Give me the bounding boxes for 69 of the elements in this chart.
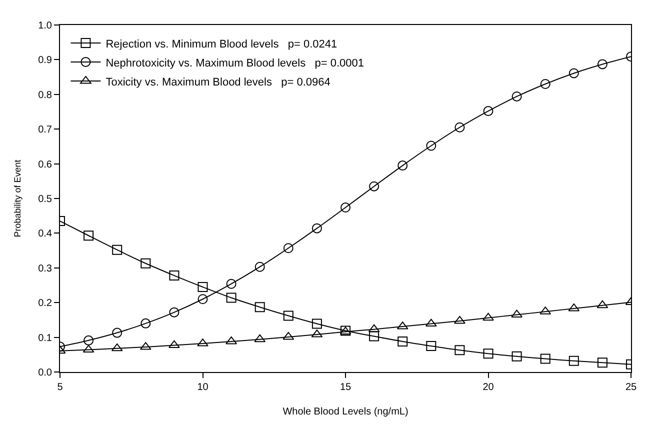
- point: [512, 91, 522, 102]
- point: [568, 68, 579, 78]
- x-tick-label: 5: [57, 382, 64, 393]
- point: [512, 351, 522, 362]
- point: [369, 331, 380, 342]
- point: [82, 344, 94, 353]
- point: [340, 202, 350, 213]
- y-tick-label: 0.1: [38, 332, 52, 344]
- y-tick-label: 0.9: [38, 55, 52, 66]
- point: [312, 223, 322, 234]
- point: [283, 310, 294, 321]
- y-tick-label: 0.8: [38, 90, 52, 101]
- x-axis-title: Whole Blood Levels (ng/mL): [282, 406, 408, 418]
- point: [84, 335, 94, 346]
- point: [282, 332, 294, 340]
- point: [398, 160, 408, 171]
- y-tick-label: 0.5: [38, 194, 52, 205]
- y-tick-label: 0.3: [38, 263, 52, 274]
- point: [597, 358, 608, 368]
- point: [254, 334, 266, 342]
- point: [540, 354, 550, 364]
- legend-label: Rejection vs. Minimum Blood levels p= 0.0241: [106, 38, 338, 50]
- point: [369, 181, 380, 192]
- point: [198, 282, 208, 292]
- point: [482, 312, 494, 321]
- y-tick-label: 0.2: [38, 298, 52, 310]
- point: [111, 343, 123, 352]
- y-tick-label: 1.0: [38, 20, 52, 32]
- point: [84, 230, 94, 241]
- point: [112, 328, 122, 338]
- point: [112, 244, 122, 255]
- point: [140, 258, 151, 268]
- point: [596, 300, 608, 308]
- point: [425, 318, 437, 327]
- point: [226, 292, 236, 303]
- point: [483, 106, 494, 116]
- point: [254, 302, 265, 312]
- legend-label: Toxicity vs. Maximum Blood levels p= 0.0964: [106, 76, 330, 88]
- point: [454, 345, 465, 356]
- point: [368, 324, 380, 332]
- point: [168, 340, 180, 348]
- point: [398, 336, 408, 346]
- point: [597, 59, 608, 70]
- x-tick-label: 20: [482, 382, 494, 393]
- point: [483, 348, 494, 359]
- x-tick-label: 15: [340, 382, 352, 393]
- point: [198, 294, 208, 304]
- x-tick-label: 10: [197, 382, 209, 393]
- point: [226, 336, 237, 344]
- point: [283, 243, 294, 254]
- point: [169, 270, 180, 281]
- point: [426, 140, 436, 151]
- y-tick-label: 0.0: [38, 368, 52, 378]
- y-axis-title: Probability of Event: [12, 159, 22, 238]
- y-tick-label: 0.4: [38, 228, 52, 240]
- point: [540, 78, 550, 89]
- point: [169, 307, 180, 318]
- x-tick-label: 25: [625, 382, 637, 393]
- point: [140, 318, 151, 328]
- point: [226, 278, 236, 289]
- point: [568, 356, 579, 366]
- y-tick-label: 0.6: [38, 159, 52, 170]
- y-tick-label: 0.7: [38, 124, 52, 136]
- point: [254, 262, 265, 272]
- point: [312, 318, 322, 329]
- point: [426, 340, 436, 351]
- legend-label: Nephrotoxicity vs. Maximum Blood levels p= 0.0001: [106, 57, 364, 70]
- point: [454, 122, 465, 132]
- point: [454, 316, 466, 324]
